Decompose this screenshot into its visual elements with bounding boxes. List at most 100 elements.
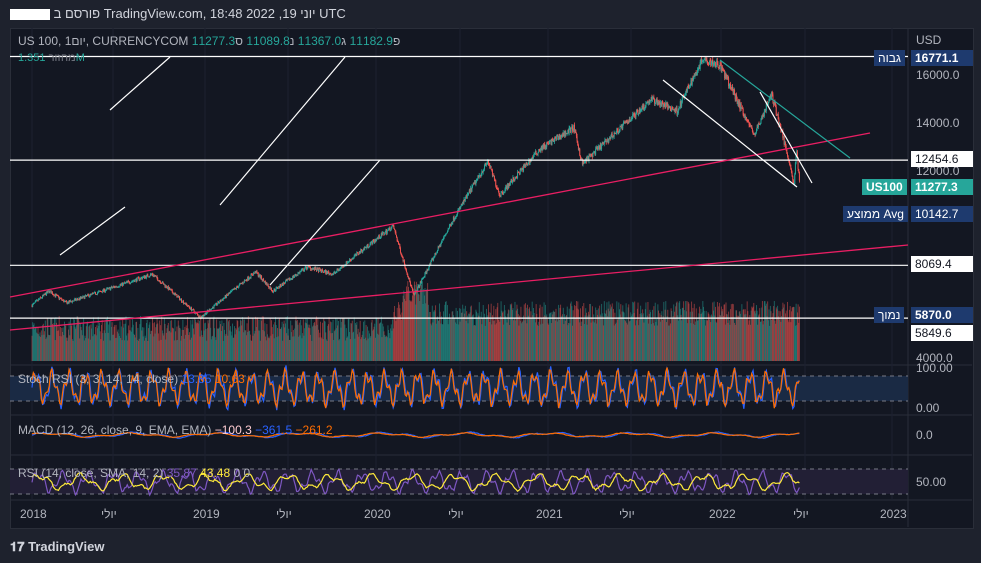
volume-bar	[771, 316, 773, 361]
candle	[245, 279, 247, 281]
candle	[282, 283, 284, 286]
volume-bar	[673, 304, 675, 361]
volume-bar	[359, 332, 360, 361]
candle	[334, 271, 336, 273]
candle	[395, 231, 397, 235]
volume-bar	[192, 319, 194, 361]
candle	[493, 175, 495, 180]
volume-bar	[622, 305, 624, 361]
rsi-label[interactable]: RSI (14, close, SMA, 14, 2)	[18, 466, 164, 480]
candle	[741, 108, 743, 109]
volume-bar	[59, 336, 61, 361]
macd-label[interactable]: MACD (12, 26, close, 9, EMA, EMA)	[18, 423, 212, 437]
volume-bar	[540, 324, 542, 361]
volume-bar	[255, 316, 257, 361]
candle	[743, 114, 745, 117]
volume-bar	[269, 317, 271, 361]
candle	[696, 72, 698, 75]
candle	[612, 136, 614, 138]
candle	[181, 301, 183, 303]
candle	[270, 287, 272, 290]
volume-bar	[345, 328, 347, 361]
symbol-name[interactable]: US 100, 1יום, CURRENCYCOM	[18, 34, 189, 48]
volume-bar	[365, 337, 366, 361]
candle	[182, 300, 184, 303]
volume-bar	[354, 338, 356, 361]
volume-bar	[467, 323, 469, 361]
volume-bar	[355, 323, 356, 361]
volume-bar	[445, 301, 446, 361]
volume-bar	[509, 304, 511, 361]
volume-bar	[678, 302, 680, 361]
volume-bar	[518, 325, 520, 361]
candle	[378, 235, 380, 239]
volume-bar	[117, 329, 119, 361]
candle	[374, 240, 376, 243]
volume-bar	[690, 323, 692, 361]
volume-bar	[34, 329, 36, 361]
candle	[383, 232, 385, 235]
candle	[562, 132, 564, 137]
stoch-label[interactable]: Stoch RSI (3, 3, 14, 14, close)	[18, 372, 179, 386]
candle	[759, 123, 761, 125]
volume-bar	[659, 313, 661, 361]
volume-bar	[386, 337, 388, 361]
volume-bar	[64, 323, 66, 361]
candle	[659, 102, 661, 106]
volume-bar	[154, 333, 156, 361]
candle	[729, 83, 731, 87]
volume-bar	[677, 315, 679, 361]
candle	[587, 156, 589, 162]
volume-bar	[259, 340, 261, 361]
candle	[686, 89, 688, 91]
candle	[476, 179, 478, 181]
candle	[755, 130, 757, 133]
volume-bar	[90, 324, 92, 361]
volume-bar	[333, 339, 335, 361]
candle	[109, 287, 111, 290]
candle	[246, 280, 248, 281]
candle	[473, 183, 475, 185]
volume-bar	[383, 331, 385, 361]
candle	[126, 281, 128, 283]
candle	[621, 124, 623, 129]
candle	[453, 217, 455, 221]
candle	[243, 280, 245, 283]
volume-bar	[306, 323, 308, 361]
volume-bar	[438, 320, 440, 361]
volume-bar	[767, 320, 769, 361]
volume-bar	[297, 324, 299, 361]
candle	[726, 76, 728, 79]
candle	[338, 269, 340, 271]
volume-bar	[345, 340, 347, 361]
volume-bar	[525, 307, 527, 361]
candle	[616, 128, 618, 131]
volume-bar	[39, 332, 41, 361]
candle	[153, 275, 155, 277]
candle	[601, 144, 603, 150]
volume-bar	[537, 325, 539, 361]
candle	[239, 283, 241, 284]
volume-bar	[592, 321, 594, 361]
candle	[200, 318, 202, 320]
candle	[418, 285, 420, 288]
volume-bar	[171, 327, 173, 361]
volume-bar	[349, 339, 351, 361]
volume-bar	[33, 323, 35, 361]
volume-bar	[36, 333, 38, 361]
volume-bar	[618, 302, 620, 361]
candle	[138, 277, 140, 281]
candle	[235, 288, 237, 290]
candle	[92, 293, 94, 295]
volume-bar	[76, 316, 78, 361]
volume-bar	[210, 339, 212, 361]
chart-frame[interactable]	[10, 28, 974, 529]
candle	[256, 270, 258, 273]
candle	[303, 270, 305, 272]
volume-bar	[78, 321, 80, 361]
candle	[378, 235, 380, 239]
candle	[108, 287, 110, 289]
candle	[785, 146, 787, 150]
candle	[280, 285, 282, 287]
